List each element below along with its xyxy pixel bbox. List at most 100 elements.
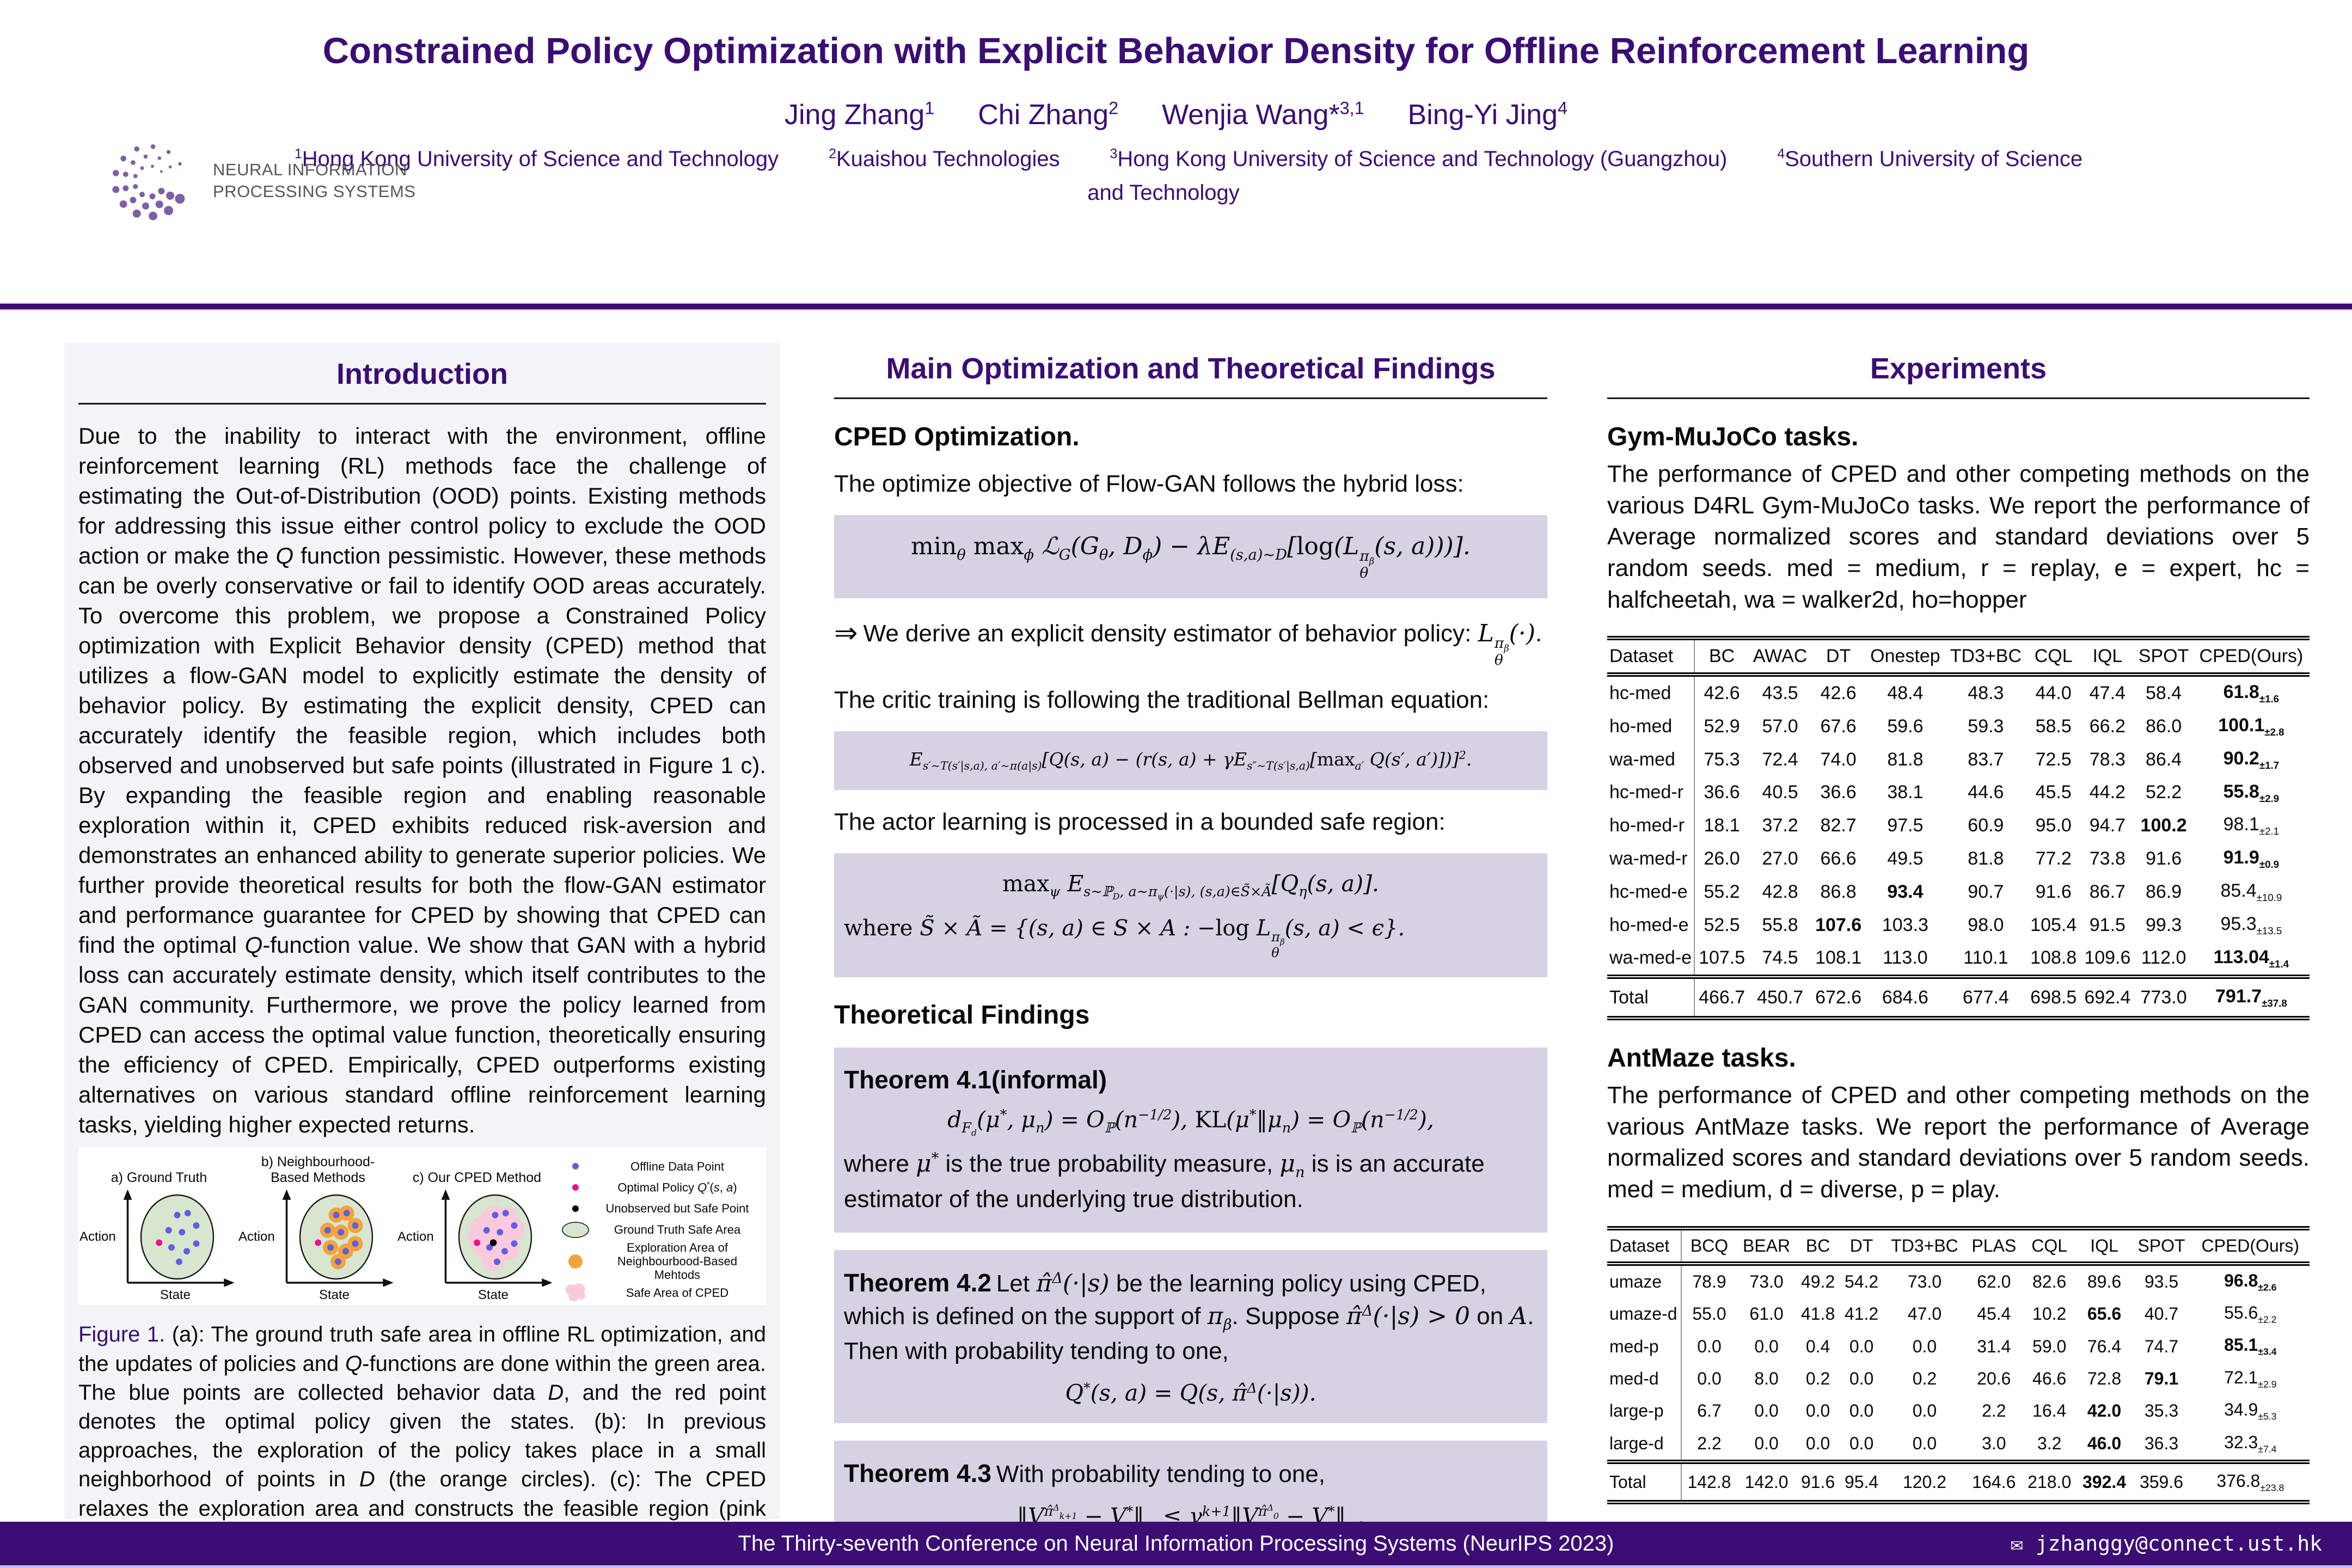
- offline-data-point: [502, 1210, 509, 1217]
- score-cell: 79.1: [2144, 1368, 2179, 1388]
- neurips-logo-dots: [112, 144, 185, 220]
- score-cell: 109.6: [2084, 947, 2131, 969]
- panel-title: c) Our CPED Method: [412, 1169, 542, 1185]
- score-cell: 0.0: [1805, 1401, 1830, 1421]
- gym-mujoco-results-table: Dataset BC AWAC DT Onestep TD3+BC CQL IQL SPOT CP…: [1607, 636, 2310, 1021]
- score-cell: 42.6: [1820, 683, 1857, 704]
- figure-caption-text: (a): The ground truth safe area in offli…: [78, 1322, 767, 1549]
- table-row: umaze-d 55.0 61.0 41.8 41.2 47.0 45.4 10.2 65.6 4…: [1607, 1297, 2310, 1331]
- theorem-4-2-body: Let π̂Δ(·|s) be the learning policy usin…: [844, 1270, 1534, 1365]
- y-axis-label: Action: [397, 1229, 434, 1245]
- score-cell: 77.2: [2035, 848, 2072, 869]
- score-cell: 61.8±1.6: [2223, 682, 2280, 705]
- score-cell: 90.2±1.7: [2223, 748, 2280, 771]
- actor-objective-box: maxψ Es∼ℙD, a∼πψ(·|s), (s,a)∈S̃×Ã[Qη(s, …: [834, 853, 1547, 978]
- score-cell: 55.2: [1704, 881, 1740, 902]
- affiliation: 4Southern University of Science and Tech…: [1087, 147, 2083, 205]
- legend-label: Unobserved but Safe Point: [605, 1202, 749, 1216]
- score-cell: 58.5: [2035, 715, 2072, 737]
- score-cell: 59.6: [1887, 715, 1924, 737]
- offline-data-point: [492, 1212, 499, 1219]
- score-cell: 54.2: [1844, 1271, 1879, 1291]
- score-cell: 692.4: [2080, 975, 2135, 1019]
- column-header: BC: [1694, 638, 1749, 677]
- score-cell: 0.0: [1912, 1401, 1937, 1421]
- score-cell: 32.3±7.4: [2224, 1432, 2277, 1454]
- score-cell: 0.0: [1849, 1336, 1874, 1356]
- table-row: hc-med-r 36.6 40.5 36.6 38.1 44.6 45.5 44.2 52.2…: [1607, 776, 2310, 810]
- legend-label: Safe Area of CPED: [626, 1285, 729, 1300]
- figure-panel: a) Ground Truth Action State: [79, 1153, 238, 1303]
- y-axis-label: Action: [79, 1229, 116, 1245]
- score-cell: 42.6: [1704, 683, 1740, 704]
- score-cell: 61.0: [1749, 1304, 1784, 1324]
- score-cell: 95.4: [1840, 1459, 1884, 1503]
- score-cell: 45.5: [2035, 782, 2072, 803]
- table-row: large-d 2.2 0.0 0.0 0.0 0.0 3.0 3.2 46.0 36.3 32.3…: [1607, 1427, 2310, 1462]
- introduction-section: Introduction Due to the inability to int…: [64, 343, 780, 1549]
- theorem-4-1-body: where μ* is the true probability measure…: [844, 1150, 1485, 1212]
- score-cell: 0.0: [1754, 1401, 1779, 1421]
- column-header: SPOT: [2134, 638, 2193, 677]
- legend-item: Offline Data Point: [559, 1156, 758, 1177]
- cped-safe-area: [500, 1208, 517, 1225]
- bellman-equation-formula: Es′∼T(s′|s,a), a′∼π(a|s)[Q(s, a) − (r(s,…: [909, 749, 1472, 773]
- score-cell: 47.0: [1907, 1304, 1942, 1324]
- offline-data-point: [327, 1244, 334, 1251]
- table-row: med-d 0.0 8.0 0.2 0.0 0.2 20.6 46.6 72.8 79.1 72.1…: [1607, 1362, 2310, 1395]
- experiments-heading-rule: [1607, 397, 2310, 399]
- dataset-cell: med-d: [1607, 1362, 1682, 1395]
- score-cell: 74.0: [1820, 749, 1857, 770]
- theoretical-findings-heading: Theoretical Findings: [834, 1001, 1090, 1030]
- column-header: Dataset: [1607, 638, 1695, 677]
- column-header: SPOT: [2132, 1228, 2191, 1266]
- score-cell: 2.2: [1982, 1401, 2006, 1421]
- score-cell: 82.6: [2032, 1271, 2067, 1291]
- score-cell: 40.7: [2144, 1304, 2179, 1324]
- score-cell: 10.2: [2032, 1304, 2067, 1324]
- column-header: BC: [1796, 1228, 1840, 1266]
- density-estimator-text: We derive an explicit density estimator …: [863, 620, 1542, 669]
- score-cell: 773.0: [2134, 975, 2193, 1019]
- offline-data-point: [335, 1258, 341, 1265]
- neurips-logo: NEURAL INFORMATION PROCESSING SYSTEMS: [95, 122, 415, 239]
- dot-marker-icon: [559, 1198, 592, 1219]
- score-cell: 41.8: [1800, 1304, 1835, 1324]
- panel-title: b) Neighbourhood- Based Methods: [261, 1154, 375, 1185]
- implies-icon: ⇒: [834, 617, 858, 650]
- email-address[interactable]: jzhanggy@connect.ust.hk: [2035, 1532, 2322, 1555]
- contact-email[interactable]: ✉ jzhanggy@connect.ust.hk: [2011, 1522, 2322, 1565]
- score-cell: 8.0: [1754, 1368, 1779, 1388]
- legend-item: Optimal Policy Q*(s, a): [559, 1177, 758, 1198]
- offline-data-point: [352, 1222, 359, 1229]
- y-axis-label: Action: [238, 1229, 275, 1245]
- cped-safe-area: [467, 1228, 485, 1246]
- offline-data-point: [176, 1258, 182, 1265]
- score-cell: 218.0: [2022, 1459, 2077, 1503]
- table-row: hc-med-e 55.2 42.8 86.8 93.4 90.7 91.6 86.7 86.9…: [1607, 875, 2310, 909]
- gym-mujoco-heading: Gym-MuJoCo tasks.: [1607, 422, 1859, 451]
- table-row: wa-med-r 26.0 27.0 66.6 49.5 81.8 77.2 73.8 91.6…: [1607, 842, 2310, 875]
- offline-data-point: [174, 1212, 181, 1219]
- score-cell: 58.4: [2145, 683, 2182, 704]
- score-cell: 55.8: [1762, 914, 1798, 935]
- dataset-cell: med-p: [1607, 1330, 1682, 1363]
- score-cell: 86.4: [2145, 749, 2182, 770]
- score-cell: 72.5: [2035, 749, 2072, 770]
- score-cell: 3.0: [1982, 1433, 2006, 1453]
- score-cell: 112.0: [2141, 947, 2186, 969]
- logo-line-1: NEURAL INFORMATION: [213, 160, 407, 179]
- footer-bar: The Thirty-seventh Conference on Neural …: [0, 1522, 2352, 1568]
- offline-data-point: [338, 1229, 345, 1236]
- offline-data-point: [324, 1227, 331, 1234]
- score-cell: 91.6: [2145, 848, 2182, 869]
- score-cell: 55.6±2.2: [2224, 1302, 2277, 1325]
- cped-optimization-heading: CPED Optimization.: [834, 422, 1080, 451]
- score-cell: 113.04±1.4: [2213, 946, 2289, 970]
- score-cell: 98.0: [1968, 914, 2004, 935]
- actor-objective-formula: maxψ Es∼ℙD, a∼πψ(·|s), (s,a)∈S̃×Ã[Qη(s, …: [1002, 870, 1380, 902]
- score-cell: 105.4: [2030, 914, 2077, 935]
- score-cell: 0.2: [1805, 1368, 1830, 1388]
- dataset-cell: ho-med: [1607, 709, 1695, 743]
- offline-data-point: [483, 1227, 490, 1234]
